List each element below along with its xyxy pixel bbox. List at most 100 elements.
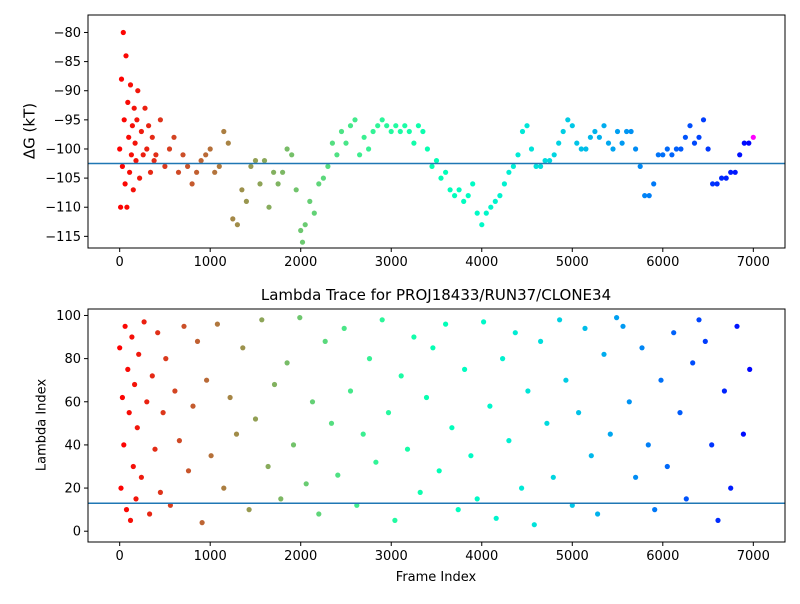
delta-g-point [212,169,218,175]
delta-g-point [710,181,716,187]
delta-g-point [216,163,222,169]
delta-g-point [479,222,485,228]
lambda-point [417,489,423,495]
lambda-axes-frame [87,308,786,543]
lambda-point [117,345,123,351]
lambda-point [297,315,303,321]
lambda-point [130,463,136,470]
delta-g-point [130,187,136,193]
delta-g-point [375,123,381,129]
lambda-point [129,334,135,340]
delta-g-point [127,169,133,175]
delta-g-point [411,140,417,146]
delta-g-point [128,152,134,158]
delta-g-point [185,163,191,169]
delta-g-point [131,105,137,111]
lambda-point [423,394,430,401]
delta-g-point [379,117,385,123]
delta-g-y-ticks: −115 −110 −105 −100 −95 −90 −85 −80 [45,26,88,245]
delta-g-point [316,181,322,187]
lambda-point [147,511,153,517]
lambda-point [290,442,297,448]
lambda-chart-title: Lambda Trace for PROJ18433/RUN37/CLONE34 [261,286,611,304]
lambda-point [138,474,144,480]
delta-g-point [189,181,195,187]
lambda-point [125,366,131,372]
delta-g-point [307,198,313,204]
delta-g-point [142,105,148,111]
lambda-point [240,345,246,351]
delta-g-point [565,117,571,123]
delta-g-point [610,146,616,152]
lambda-x-ticks: 0 1000 2000 3000 4000 5000 6000 7000 [116,542,770,564]
delta-g-point [393,123,399,129]
delta-g-point [465,193,471,199]
lambda-point [127,517,134,524]
lambda-point [455,507,461,513]
delta-g-point [691,140,698,146]
lambda-point [126,410,132,416]
delta-g-point [750,134,756,140]
delta-g-point [119,163,125,169]
delta-g-point [388,128,394,135]
lambda-point [185,468,192,474]
delta-g-point [574,140,580,146]
lambda-y-tick-label: 20 [64,482,81,497]
delta-g-x-tick-label: 1000 [194,255,227,270]
delta-g-point [261,158,268,164]
delta-g-point [157,117,163,123]
lambda-point [259,317,265,323]
lambda-y-ticks: 0 20 40 60 80 100 [56,309,88,540]
lambda-point [227,394,233,401]
delta-g-point [492,198,498,204]
delta-g-point [678,146,684,152]
lambda-point [341,325,347,331]
delta-g-point [438,175,444,181]
lambda-point [614,315,620,321]
delta-g-point [293,187,299,193]
delta-g-point [624,128,630,135]
lambda-point [506,438,512,444]
delta-g-point [687,123,693,129]
delta-g-point [124,204,130,210]
delta-g-point [198,158,204,164]
delta-g-point [343,140,349,146]
lambda-point [588,453,594,459]
delta-g-panel: 0 1000 2000 3000 4000 5000 6000 7000 −115−110−1… [21,14,786,270]
lambda-y-tick-label: 80 [64,352,81,367]
lambda-y-tick-label: 60 [64,395,81,410]
delta-g-point [299,239,306,245]
delta-g-point [144,146,150,152]
delta-g-point [406,128,412,135]
delta-g-point [578,146,584,152]
lambda-y-tick-label: 40 [64,438,81,453]
delta-g-point [146,123,152,129]
lambda-points [117,315,753,528]
lambda-point [462,366,468,372]
lambda-point [683,496,689,502]
delta-g-point [673,146,680,152]
delta-g-point [366,146,372,152]
lambda-point [404,446,411,452]
delta-g-point [510,163,516,169]
lambda-point [284,360,290,366]
delta-g-point [153,152,159,158]
lambda-point [569,502,575,508]
delta-g-point [230,216,236,222]
delta-g-point [420,128,426,135]
delta-g-point [120,29,126,36]
delta-g-point [140,152,146,158]
lambda-point [607,431,613,437]
delta-g-point [138,128,144,135]
delta-g-point [601,123,607,129]
lambda-point [601,351,607,357]
delta-g-point [719,175,725,181]
lambda-point [121,442,127,448]
delta-g-point [519,128,526,135]
delta-g-point [587,134,594,140]
lambda-point [119,394,125,401]
lambda-point [152,446,158,452]
lambda-point [544,420,550,426]
lambda-point [633,474,639,480]
delta-g-point [118,76,125,82]
